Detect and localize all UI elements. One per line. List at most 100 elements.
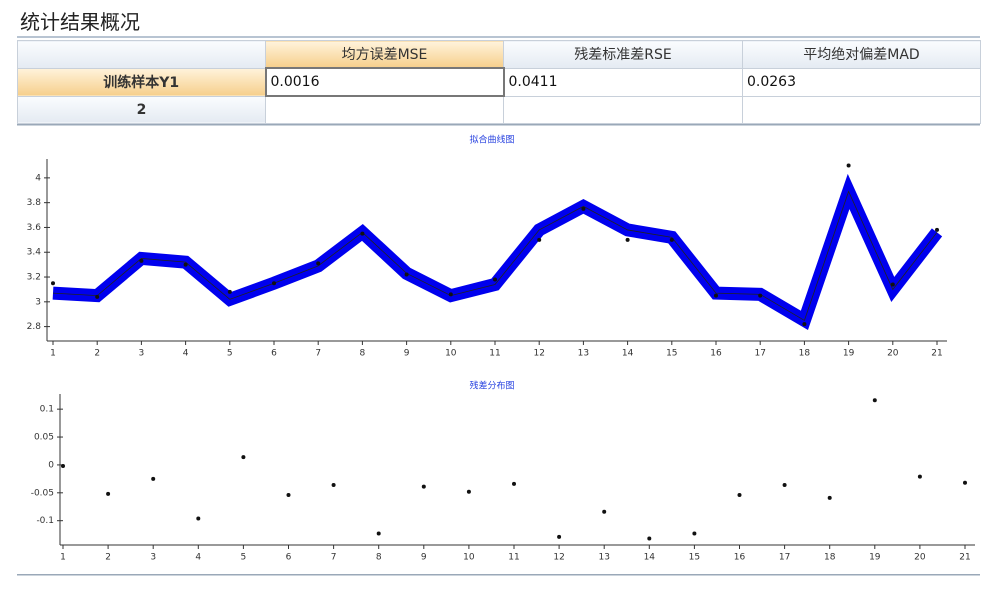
data-point: [625, 237, 630, 242]
data-point: [827, 495, 832, 500]
corner-cell: [17, 40, 266, 69]
divider: [17, 36, 980, 38]
x-tick-label: 15: [666, 349, 677, 359]
x-tick-label: 20: [887, 349, 899, 359]
cell[interactable]: 0.0016: [264, 67, 505, 97]
x-tick-label: 17: [779, 553, 790, 563]
data-point: [512, 481, 516, 486]
x-tick-label: 2: [105, 553, 111, 563]
column-header[interactable]: 残差标准差RSE: [503, 40, 743, 69]
x-tick-label: 2: [94, 349, 100, 359]
x-tick-label: 12: [553, 553, 564, 563]
y-tick-label: 3: [35, 297, 41, 307]
y-tick-label: 0.05: [34, 433, 54, 443]
x-tick-label: 11: [489, 349, 500, 359]
y-tick-label: 3.2: [27, 273, 41, 283]
x-tick-label: 9: [404, 349, 410, 359]
data-point: [196, 516, 201, 521]
y-tick-label: 2.8: [27, 322, 42, 332]
data-point: [557, 534, 562, 539]
data-point: [890, 282, 895, 287]
x-tick-label: 3: [139, 349, 145, 359]
data-point: [537, 237, 542, 242]
row-header[interactable]: 2: [17, 95, 266, 124]
x-tick-label: 16: [734, 553, 746, 563]
data-point: [404, 272, 409, 277]
x-tick-label: 8: [376, 553, 382, 563]
x-tick-label: 13: [578, 349, 589, 359]
x-tick-label: 3: [150, 553, 156, 563]
data-point: [963, 480, 967, 485]
column-header[interactable]: 均方误差MSE: [265, 40, 504, 69]
data-point: [421, 484, 426, 489]
x-tick-label: 5: [227, 349, 233, 359]
data-point: [448, 292, 453, 297]
page-title: 统计结果概况: [20, 10, 140, 34]
stats-table: 均方误差MSE 残差标准差RSE 平均绝对偏差MAD 训练样本Y1 0.0016…: [17, 40, 981, 124]
cell[interactable]: [503, 95, 743, 124]
x-tick-label: 16: [710, 349, 722, 359]
data-point: [106, 491, 111, 496]
cell[interactable]: 0.0411: [503, 67, 743, 97]
x-tick-label: 6: [286, 553, 292, 563]
y-tick-label: 0.1: [40, 405, 54, 415]
x-tick-label: 14: [644, 553, 656, 563]
data-point: [581, 206, 586, 211]
cell[interactable]: [742, 95, 981, 124]
cell[interactable]: [265, 95, 504, 124]
data-point: [602, 509, 607, 514]
data-point: [227, 289, 232, 294]
table-row: 训练样本Y1 0.0016 0.0411 0.0263: [17, 67, 981, 97]
data-point: [669, 237, 674, 242]
y-tick-label: -0.05: [31, 488, 54, 498]
x-tick-label: 13: [598, 553, 609, 563]
x-tick-label: 4: [195, 553, 201, 563]
x-tick-label: 12: [533, 349, 544, 359]
data-point: [360, 231, 365, 236]
data-point: [139, 258, 144, 263]
row-header[interactable]: 训练样本Y1: [17, 67, 266, 97]
data-point: [286, 493, 291, 498]
y-tick-label: 3.8: [27, 198, 42, 208]
chart-title: 残差分布图: [469, 380, 514, 392]
data-point: [183, 262, 188, 267]
x-tick-label: 8: [360, 349, 366, 359]
y-tick-label: -0.1: [36, 516, 54, 526]
x-tick-label: 4: [183, 349, 189, 359]
y-tick-label: 3.6: [27, 223, 42, 233]
data-point: [935, 227, 939, 232]
column-header[interactable]: 平均绝对偏差MAD: [742, 40, 981, 69]
panel-border: [17, 124, 980, 126]
x-tick-label: 6: [271, 349, 277, 359]
cell[interactable]: 0.0263: [742, 67, 981, 97]
x-tick-label: 10: [463, 553, 475, 563]
y-tick-label: 0: [48, 460, 54, 470]
header-row: 均方误差MSE 残差标准差RSE 平均绝对偏差MAD: [17, 40, 981, 69]
x-tick-label: 17: [754, 349, 765, 359]
x-tick-label: 18: [824, 553, 836, 563]
data-point: [241, 455, 246, 460]
x-tick-label: 10: [445, 349, 457, 359]
x-tick-label: 5: [241, 553, 247, 563]
x-tick-label: 21: [931, 349, 942, 359]
data-point: [692, 531, 697, 536]
x-tick-label: 9: [421, 553, 427, 563]
data-point: [316, 261, 321, 266]
x-tick-label: 11: [508, 553, 519, 563]
data-point: [61, 464, 65, 469]
data-point: [466, 489, 471, 494]
chart-title: 拟合曲线图: [469, 134, 514, 146]
data-point: [493, 277, 497, 282]
x-tick-label: 7: [331, 553, 337, 563]
data-point: [782, 483, 787, 487]
fit-band: [52, 173, 943, 331]
x-tick-label: 21: [959, 553, 970, 563]
y-tick-label: 3.4: [27, 248, 42, 258]
data-point: [331, 483, 336, 487]
data-point: [802, 322, 807, 327]
x-tick-label: 1: [60, 553, 66, 563]
x-tick-label: 19: [843, 349, 855, 359]
x-tick-label: 7: [315, 349, 321, 359]
